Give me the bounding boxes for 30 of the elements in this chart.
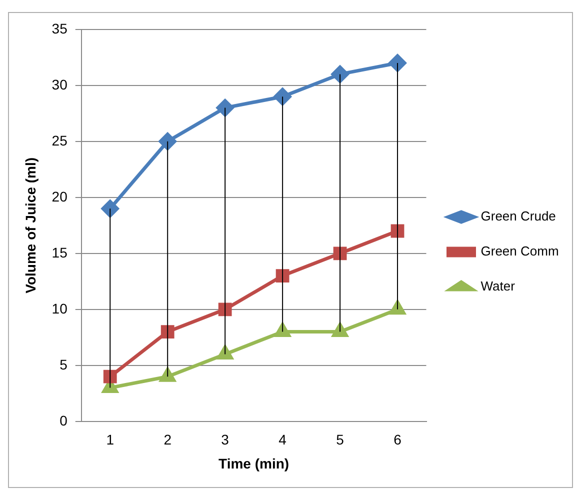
point — [101, 200, 119, 218]
legend-label: Green Crude — [480, 208, 556, 224]
x-tick-label: 4 — [278, 432, 287, 448]
y-axis-title: Volume of Juice (ml) — [22, 157, 38, 294]
point — [332, 323, 348, 338]
y-tick-label: 25 — [52, 132, 68, 148]
y-tick-label: 5 — [60, 356, 68, 372]
legend-label: Water — [480, 278, 516, 294]
x-tick-label: 3 — [221, 432, 230, 448]
y-tick-label: 35 — [52, 20, 68, 36]
point — [331, 65, 349, 83]
x-tick-label: 2 — [164, 432, 172, 448]
x-tick-label: 1 — [106, 432, 114, 448]
y-tick-label: 20 — [52, 188, 68, 204]
point — [274, 323, 290, 338]
y-tick-label: 15 — [52, 244, 68, 260]
y-tick-label: 30 — [52, 76, 68, 92]
point — [103, 370, 117, 384]
point — [274, 88, 292, 106]
point — [158, 132, 176, 150]
x-axis-title: Time (min) — [218, 455, 290, 472]
point — [388, 54, 406, 72]
point — [217, 345, 233, 360]
x-tick-label: 6 — [394, 432, 402, 448]
y-tick-label: 10 — [52, 300, 68, 316]
y-tick-label: 0 — [60, 412, 68, 428]
x-tick-label: 5 — [336, 432, 344, 448]
legend-label: Green Comm — [480, 244, 559, 259]
point — [160, 368, 176, 382]
point — [216, 99, 234, 117]
